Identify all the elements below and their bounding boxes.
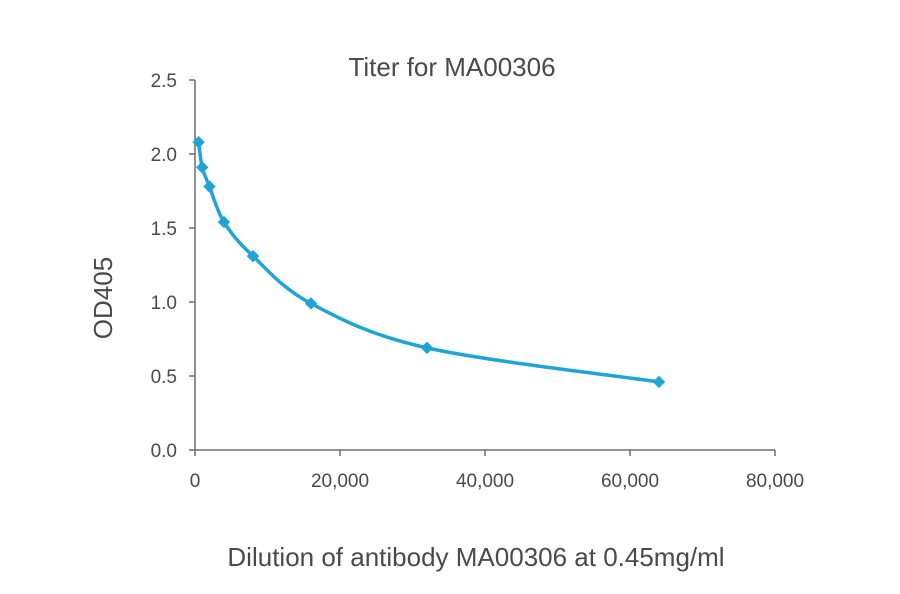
data-point [246, 249, 260, 263]
x-axis-label: Dilution of antibody MA00306 at 0.45mg/m… [227, 542, 724, 572]
axes [194, 80, 775, 451]
data-point [652, 375, 666, 389]
x-tick-label: 20,000 [311, 471, 369, 492]
x-tick-label: 80,000 [746, 471, 804, 492]
data-point [420, 341, 434, 355]
series-layer [192, 135, 666, 389]
x-axis-ticks: 0 20,000 40,000 60,000 80,000 [190, 450, 804, 492]
data-point [192, 135, 205, 149]
y-axis-label: OD405 [88, 257, 118, 339]
chart-title: Titer for MA00306 [348, 52, 555, 82]
y-tick-label: 0.0 [151, 441, 177, 462]
x-tick-label: 0 [190, 471, 201, 492]
data-point [196, 161, 209, 174]
y-tick-label: 0.5 [151, 367, 177, 388]
y-tick-label: 2.5 [151, 71, 177, 92]
x-tick-label: 40,000 [456, 471, 514, 492]
y-tick-label: 1.5 [151, 219, 177, 240]
y-tick-label: 1.0 [151, 293, 177, 314]
data-point [203, 180, 216, 193]
data-point [304, 297, 318, 310]
y-axis-ticks: 0.0 0.5 1.0 1.5 2.0 2.5 [151, 71, 195, 462]
x-tick-label: 60,000 [601, 471, 659, 492]
data-point [217, 215, 231, 229]
y-tick-label: 2.0 [151, 145, 177, 166]
